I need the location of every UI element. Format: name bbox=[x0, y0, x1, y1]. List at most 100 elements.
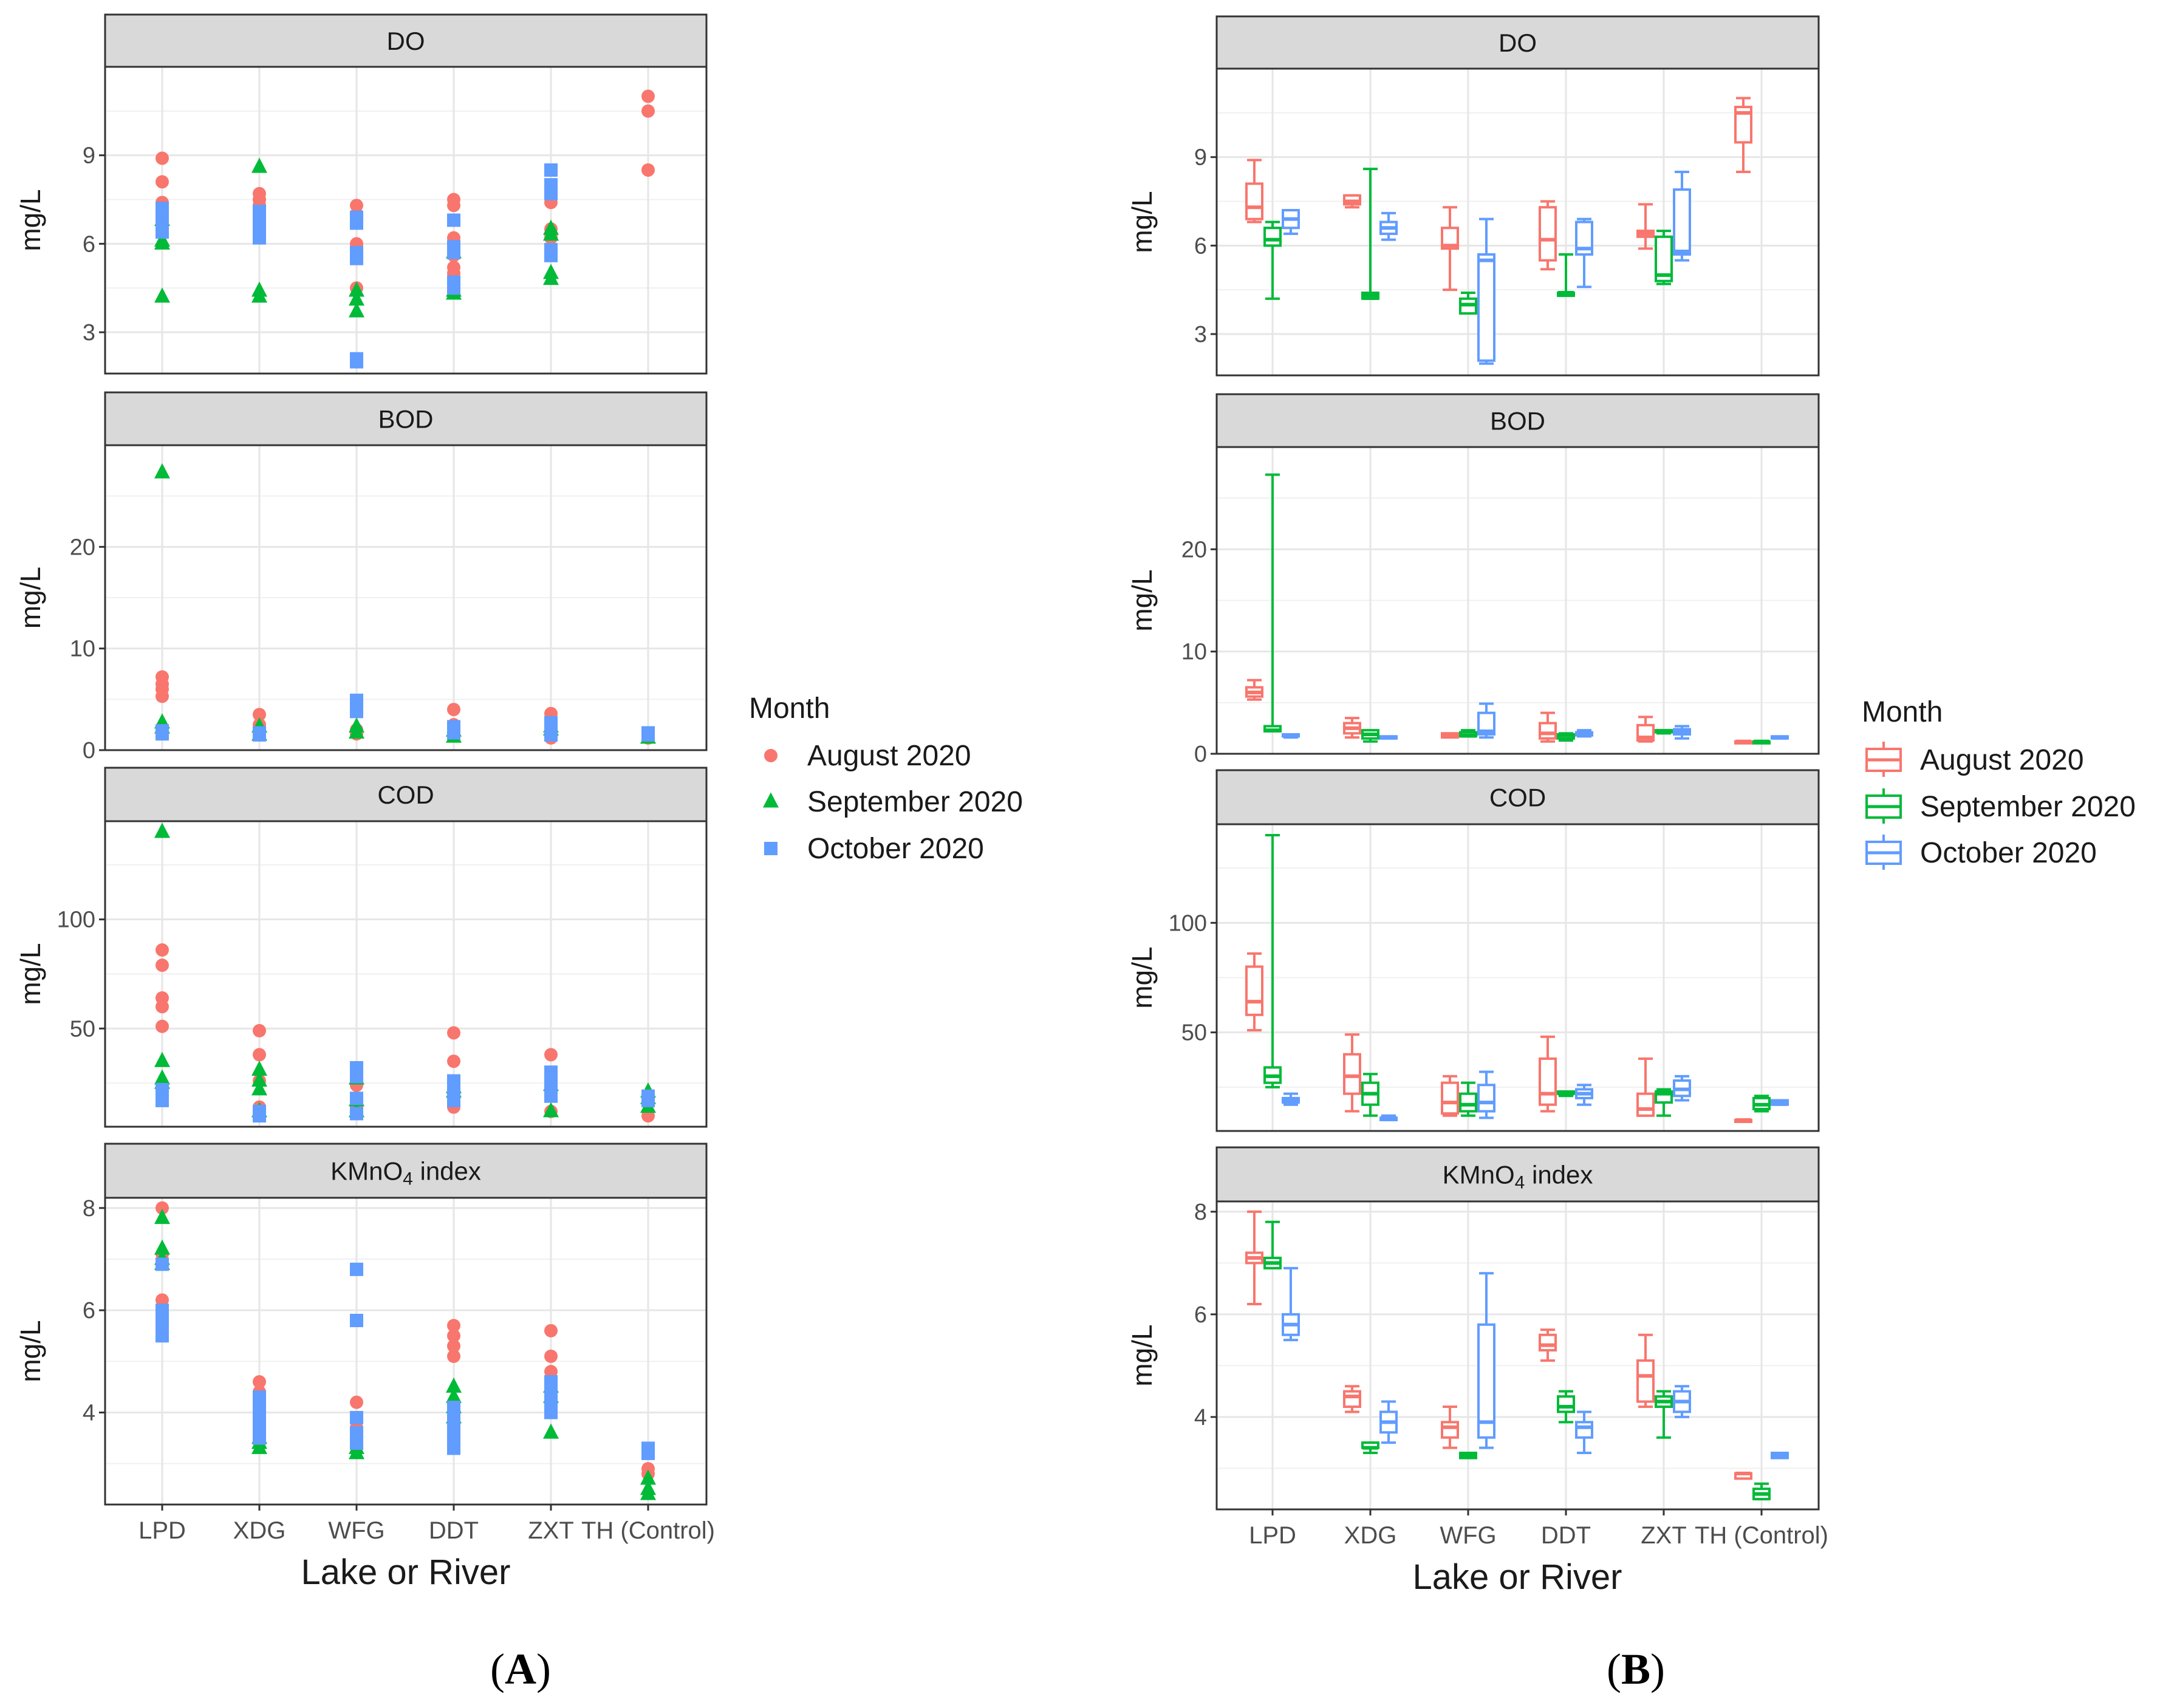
panel-a-data-point-september-2020 bbox=[349, 723, 364, 739]
panel-b-box-body bbox=[1343, 1390, 1361, 1408]
panel-a-panel-border-cod bbox=[104, 820, 708, 1128]
panel-a-data-point-october-2020 bbox=[447, 281, 460, 295]
panel-b-strip-do bbox=[1215, 15, 1820, 70]
panel-b-box-body bbox=[1539, 206, 1557, 262]
panel-b-x-tick-label-wfg: WFG bbox=[1440, 1522, 1496, 1549]
panel-b-y-tick-label: 8 bbox=[1194, 1200, 1207, 1225]
panel-b-x-tick-label-zxt: ZXT bbox=[1641, 1522, 1687, 1549]
panel-b-box-october-2020-wfg bbox=[1477, 217, 1495, 365]
panel-a-data-point-october-2020 bbox=[641, 728, 655, 742]
panel-b-x-tick-label-th-control: TH (Control) bbox=[1695, 1522, 1828, 1549]
panel-b-box-body bbox=[1636, 1092, 1655, 1117]
panel-b-box-october-2020-lpd bbox=[1282, 209, 1300, 235]
panel-a-data-point-october-2020 bbox=[544, 1089, 558, 1103]
panel-b-y-tick-label: 20 bbox=[1181, 537, 1207, 562]
panel-a-data-point-august-2020 bbox=[253, 1375, 266, 1389]
panel-a-data-point-august-2020 bbox=[447, 1329, 460, 1343]
panel-b-box-body bbox=[1575, 1421, 1593, 1439]
panel-b-box-september-2020-lpd bbox=[1263, 834, 1282, 1088]
panel-b-panel-border-cod bbox=[1215, 823, 1820, 1132]
panel-a-y-tick-label: 4 bbox=[83, 1401, 95, 1426]
panel-a-data-point-august-2020 bbox=[253, 708, 266, 722]
panel-a-data-point-august-2020 bbox=[641, 163, 655, 177]
panel-a-legend-label-august-2020: August 2020 bbox=[807, 740, 971, 772]
panel-b-x-axis-title: Lake or River bbox=[1413, 1557, 1622, 1597]
panel-b-box-august-2020-ddt bbox=[1539, 711, 1557, 743]
panel-a-data-point-august-2020 bbox=[156, 689, 169, 703]
panel-a-facet-bod: BOD 0 10 20 mg/L bbox=[15, 391, 708, 763]
panel-a-y-tick-label: 0 bbox=[83, 738, 95, 763]
panel-b-box-october-2020-xdg bbox=[1379, 211, 1398, 241]
panel-b-box-body bbox=[1245, 182, 1263, 220]
panel-a-data-point-october-2020 bbox=[544, 1071, 558, 1085]
panel-a-y-tick-label: 100 bbox=[57, 907, 95, 933]
panel-b-box-august-2020-xdg bbox=[1343, 1033, 1361, 1113]
panel-a-y-tick-label: 6 bbox=[83, 231, 95, 257]
panel-b-box-october-2020-th-control bbox=[1771, 735, 1789, 740]
panel-a-data-point-august-2020 bbox=[447, 199, 460, 213]
panel-b-y-tick-label: 50 bbox=[1181, 1020, 1207, 1046]
panel-b-box-october-2020-th-control bbox=[1771, 1452, 1789, 1460]
panel-a-data-point-october-2020 bbox=[447, 1431, 460, 1445]
panel-b-y-tick-label: 10 bbox=[1181, 640, 1207, 665]
panel-a-data-point-october-2020 bbox=[641, 1446, 655, 1460]
panel-a-data-point-october-2020 bbox=[350, 1070, 363, 1084]
panel-a-data-point-september-2020 bbox=[251, 1061, 267, 1076]
panel-a-data-point-august-2020 bbox=[544, 1324, 558, 1337]
panel-b-box-october-2020-ddt bbox=[1575, 217, 1593, 289]
panel-b-box-august-2020-wfg bbox=[1441, 1074, 1459, 1117]
panel-a-data-point-august-2020 bbox=[447, 1349, 460, 1363]
panel-a-data-point-august-2020 bbox=[447, 1026, 460, 1040]
panel-b-legend-key-august-2020 bbox=[1865, 742, 1902, 777]
panel-b-strip-label-do: DO bbox=[1499, 29, 1537, 57]
panel-a-data-point-october-2020 bbox=[544, 163, 558, 177]
panel-a-data-point-october-2020 bbox=[447, 726, 460, 740]
panel-b-box-october-2020-wfg bbox=[1477, 702, 1495, 739]
panel-b-box-body bbox=[1477, 1084, 1495, 1113]
panel-a-x-tick-label-xdg: XDG bbox=[233, 1517, 286, 1544]
panel-b-box-october-2020-ddt bbox=[1575, 1410, 1593, 1455]
panel-a-data-point-october-2020 bbox=[350, 251, 363, 265]
panel-a-plot-bg-kmno4-index bbox=[105, 1198, 706, 1505]
panel-b-box-august-2020-th-control bbox=[1734, 1118, 1752, 1123]
panel-b-box-body bbox=[1477, 253, 1495, 362]
panel-a-data-point-august-2020 bbox=[156, 1201, 169, 1215]
panel-a-data-point-october-2020 bbox=[447, 1410, 460, 1424]
panel-b-box-august-2020-wfg bbox=[1441, 732, 1459, 739]
panel-a-legend-label-september-2020: September 2020 bbox=[807, 786, 1023, 818]
panel-a-data-point-september-2020 bbox=[251, 287, 267, 303]
panel-a-facet-kmno4-index: KMnO4 index 4 6 8 mg/L bbox=[15, 1143, 708, 1506]
panel-a-data-point-september-2020 bbox=[251, 157, 267, 173]
panel-a-data-point-september-2020 bbox=[154, 822, 170, 838]
panel-b-box-body bbox=[1673, 188, 1691, 256]
panel-a-data-point-september-2020 bbox=[446, 1387, 462, 1403]
panel-b-strip-kmno4-index bbox=[1215, 1146, 1820, 1203]
panel-a-panel-border-bod bbox=[104, 444, 708, 751]
panel-b-box-august-2020-lpd bbox=[1245, 678, 1263, 701]
panel-b-x-tick-label-xdg: XDG bbox=[1344, 1522, 1397, 1549]
panel-b-box-body bbox=[1245, 965, 1263, 1016]
panel-b-strip-label-bod: BOD bbox=[1490, 407, 1545, 436]
panel-a-panel-tag: (A) bbox=[490, 1645, 551, 1693]
panel-b-legend-label-september-2020: September 2020 bbox=[1920, 791, 2136, 823]
panel-b-box-september-2020-xdg bbox=[1361, 1441, 1379, 1455]
panel-b-box-september-2020-th-control bbox=[1752, 1482, 1771, 1501]
panel-b-box-september-2020-lpd bbox=[1263, 1220, 1282, 1269]
panel-b-box-august-2020-lpd bbox=[1245, 952, 1263, 1032]
panel-a-data-point-september-2020 bbox=[251, 1080, 267, 1096]
panel-a-data-point-october-2020 bbox=[544, 1395, 558, 1409]
panel-a-data-point-october-2020 bbox=[544, 1406, 558, 1419]
panel-a-data-point-october-2020 bbox=[544, 1375, 558, 1389]
panel-a-strip-label-do: DO bbox=[387, 27, 425, 55]
panel-b-box-august-2020-ddt bbox=[1539, 1328, 1557, 1362]
panel-b-legend-key-september-2020 bbox=[1865, 788, 1902, 824]
panel-a-data-point-september-2020 bbox=[349, 302, 364, 318]
panel-a-plot-bg-do bbox=[105, 67, 706, 374]
panel-b-box-august-2020-th-control bbox=[1734, 97, 1752, 173]
panel-b-box-august-2020-ddt bbox=[1539, 1035, 1557, 1113]
panel-a-data-point-october-2020 bbox=[253, 728, 266, 742]
panel-b-strip-label-cod: COD bbox=[1489, 784, 1546, 812]
panel-a-data-point-october-2020 bbox=[350, 355, 363, 369]
panel-a-data-point-october-2020 bbox=[253, 1431, 266, 1445]
